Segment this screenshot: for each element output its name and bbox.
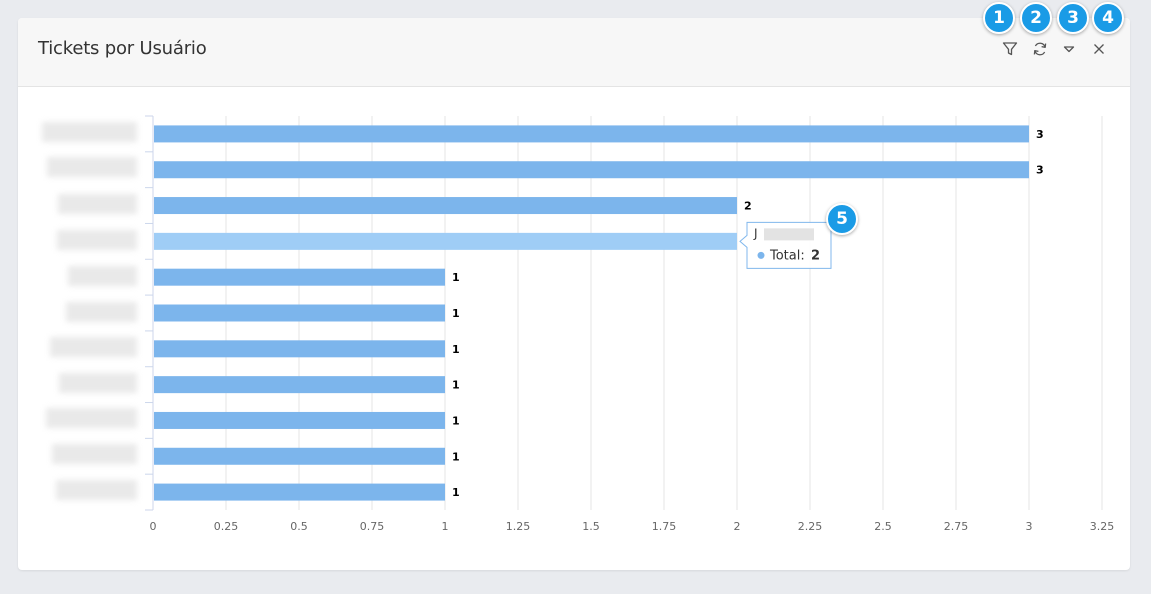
- x-tick-label: 2.25: [798, 520, 823, 533]
- category-label-redacted: [46, 408, 137, 428]
- panel-header: Tickets por Usuário: [18, 18, 1130, 87]
- category-label-redacted: [42, 122, 137, 142]
- refresh-button[interactable]: [1029, 38, 1051, 60]
- x-tick-label: 0: [150, 520, 157, 533]
- data-label: 1: [452, 414, 460, 427]
- bar: [154, 304, 445, 322]
- x-tick-label: 0.75: [360, 520, 385, 533]
- category-label-redacted: [52, 444, 137, 464]
- tooltip-value: 2: [811, 248, 820, 263]
- x-tick-label: 0.25: [214, 520, 239, 533]
- data-label: 3: [1036, 164, 1044, 177]
- x-tick-label: 2.5: [874, 520, 892, 533]
- category-label-redacted: [56, 480, 137, 500]
- category-label-redacted: [57, 230, 137, 250]
- bar-chart: 3 3 2 1 1 1 1 1 1 1 0 0.25 0.5 0.75 1 1.25 1.5 1.75 2 2.25 2…: [145, 115, 1115, 533]
- filter-button[interactable]: [999, 38, 1021, 60]
- bar: [154, 268, 445, 286]
- x-tick-label: 3.25: [1090, 520, 1115, 533]
- close-icon: [1094, 44, 1104, 54]
- category-label-redacted: [59, 373, 137, 393]
- bar: [154, 376, 445, 394]
- data-label: 1: [452, 271, 460, 284]
- bar: [154, 340, 445, 358]
- tooltip-series-label: Total:: [769, 248, 805, 263]
- bar: [154, 447, 445, 465]
- annotation-badge-2: 2: [1020, 2, 1052, 34]
- bar: [154, 125, 1029, 143]
- x-tick-label: 1.5: [582, 520, 600, 533]
- category-label-redacted: [50, 337, 137, 357]
- x-tick-label: 0.5: [290, 520, 308, 533]
- panel-title: Tickets por Usuário: [38, 38, 207, 59]
- category-label-redacted: [66, 302, 137, 322]
- data-label: 2: [744, 200, 752, 213]
- bar: [154, 197, 737, 215]
- chevron-down-icon: [1063, 46, 1075, 53]
- chart-panel: Tickets por Usuário 3 3 2 1 1 1 1 1 1 1 0 0.2: [18, 18, 1130, 570]
- x-tick-label: 1: [442, 520, 449, 533]
- bar: [154, 411, 445, 429]
- close-button[interactable]: [1088, 38, 1110, 60]
- category-label-redacted: [58, 194, 137, 214]
- data-label: 1: [452, 450, 460, 463]
- annotation-badge-5: 5: [826, 203, 858, 235]
- tooltip: J Total: 2: [739, 221, 832, 269]
- x-tick-label: 3: [1026, 520, 1033, 533]
- bar: [154, 232, 737, 250]
- tooltip-name: J: [753, 226, 758, 240]
- x-tick-label: 2.75: [944, 520, 969, 533]
- filter-icon: [1002, 42, 1018, 56]
- bar: [154, 161, 1029, 179]
- category-label-redacted: [68, 266, 137, 286]
- data-label: 1: [452, 343, 460, 356]
- category-label-redacted: [47, 157, 137, 177]
- x-tick-label: 1.25: [506, 520, 531, 533]
- tooltip-series-dot: [757, 251, 765, 259]
- data-label: 1: [452, 486, 460, 499]
- bar: [154, 483, 445, 501]
- refresh-icon: [1033, 42, 1047, 56]
- annotation-badge-3: 3: [1057, 2, 1089, 34]
- annotation-badge-4: 4: [1092, 2, 1124, 34]
- x-tick-label: 2: [734, 520, 741, 533]
- data-label: 1: [452, 307, 460, 320]
- annotation-badge-1: 1: [983, 2, 1015, 34]
- data-label: 1: [452, 379, 460, 392]
- x-tick-label: 1.75: [652, 520, 677, 533]
- collapse-button[interactable]: [1058, 38, 1080, 60]
- data-label: 3: [1036, 128, 1044, 141]
- tooltip-name-redacted: [764, 228, 814, 241]
